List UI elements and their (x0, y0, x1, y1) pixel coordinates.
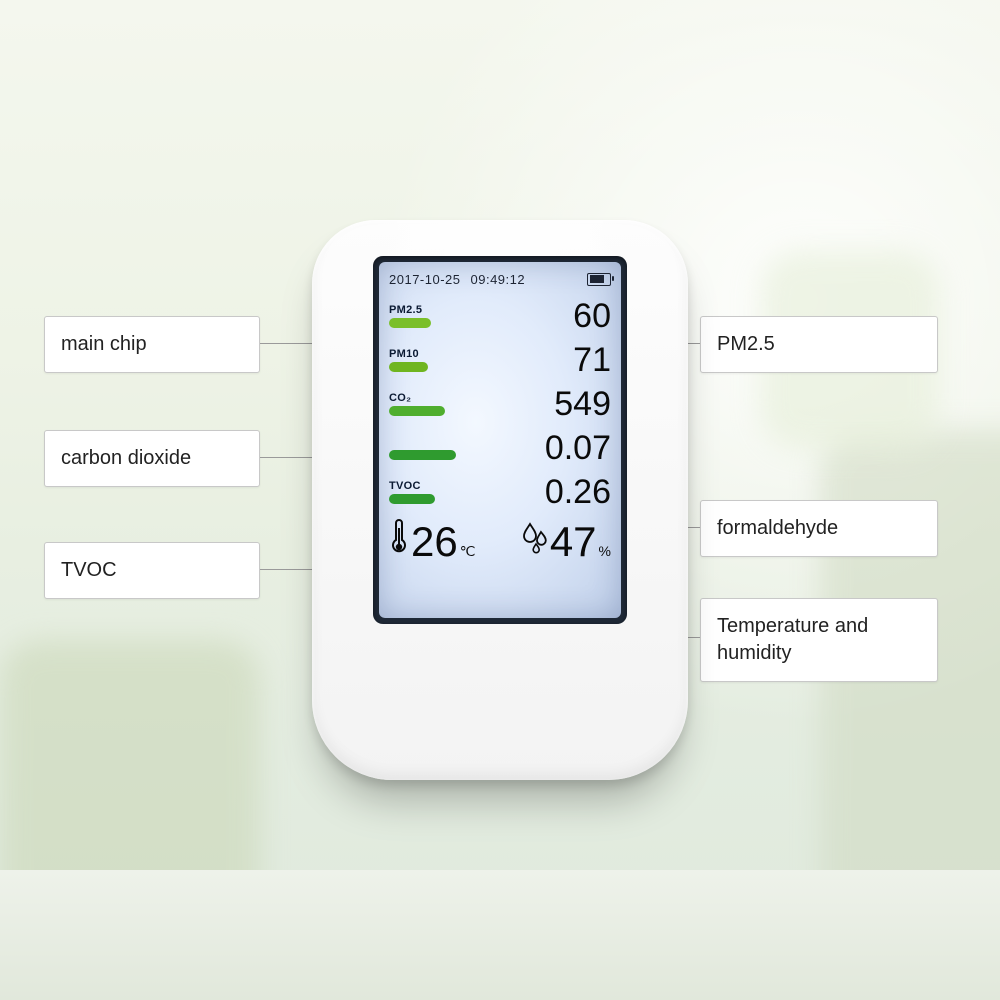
reading-rows: PM2.560PM1071CO₂549 0.07TVOC0.26 (389, 294, 611, 514)
callout-box: PM2.5 (700, 316, 938, 373)
status-time: 09:49:12 (471, 272, 526, 287)
status-bar: 2017-10-25 09:49:12 (389, 270, 611, 288)
table-surface (0, 870, 1000, 1000)
reading-row: 0.07 (389, 426, 611, 470)
reading-row: TVOC0.26 (389, 470, 611, 514)
battery-icon (587, 273, 611, 286)
reading-value: 0.07 (459, 431, 611, 465)
reading-label: PM2.5 (389, 304, 459, 328)
callout-box: Temperature and humidity (700, 598, 938, 682)
humidity-unit: % (599, 543, 611, 563)
reading-value: 60 (459, 299, 611, 333)
scene: main chip carbon dioxide TVOC PM2.5 formalde… (0, 0, 1000, 1000)
thermometer-icon (389, 518, 409, 561)
reading-label: PM10 (389, 348, 459, 372)
device-screen: 2017-10-25 09:49:12 PM2.560PM1071CO₂549 … (379, 262, 621, 618)
reading-bar (389, 318, 431, 328)
reading-bar (389, 406, 445, 416)
reading-label: CO₂ (389, 392, 459, 416)
reading-label (389, 436, 459, 460)
reading-row: PM1071 (389, 338, 611, 382)
callout-box: TVOC (44, 542, 260, 599)
reading-row: PM2.560 (389, 294, 611, 338)
reading-label: TVOC (389, 480, 459, 504)
status-date: 2017-10-25 (389, 272, 461, 287)
reading-bar (389, 450, 456, 460)
reading-bar (389, 362, 428, 372)
footer-readings: 26 ℃ 47 % (389, 518, 611, 564)
reading-value: 0.26 (459, 475, 611, 509)
humidity-icon (522, 522, 548, 561)
humidity-value: 47 (550, 521, 597, 563)
device-body: 2017-10-25 09:49:12 PM2.560PM1071CO₂549 … (312, 220, 688, 780)
callout-box: carbon dioxide (44, 430, 260, 487)
temperature-value: 26 (411, 521, 458, 563)
temperature-unit: ℃ (460, 543, 476, 564)
reading-value: 71 (459, 343, 611, 377)
reading-bar (389, 494, 435, 504)
reading-row: CO₂549 (389, 382, 611, 426)
screen-bezel: 2017-10-25 09:49:12 PM2.560PM1071CO₂549 … (373, 256, 627, 624)
callout-box: formaldehyde (700, 500, 938, 557)
reading-value: 549 (459, 387, 611, 421)
callout-box: main chip (44, 316, 260, 373)
